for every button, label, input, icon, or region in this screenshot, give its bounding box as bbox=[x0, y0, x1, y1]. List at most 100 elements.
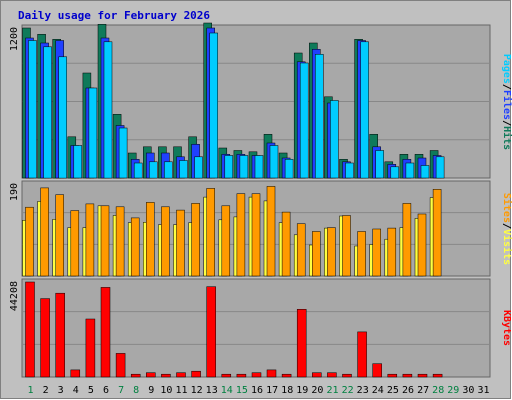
bar-kbytes-day-16 bbox=[251, 372, 262, 378]
bar-visits-day-17 bbox=[266, 186, 276, 277]
bar-kbytes-day-17 bbox=[266, 369, 277, 378]
legend-entry: / bbox=[501, 84, 512, 90]
legend: Sites/Visits bbox=[501, 193, 512, 265]
x-tick-label-day-26: 26 bbox=[402, 385, 414, 396]
legend: KBytes bbox=[501, 310, 512, 346]
bar-visits-day-3 bbox=[55, 194, 64, 277]
bar-visits-day-25 bbox=[387, 227, 397, 277]
x-tick-label-day-15: 15 bbox=[236, 385, 248, 396]
x-tick-label-day-2: 2 bbox=[43, 385, 49, 396]
bar-kbytes-day-26 bbox=[402, 373, 413, 378]
legend-entry: Pages bbox=[501, 54, 512, 84]
bar-pages-day-10 bbox=[164, 161, 173, 179]
bar-visits-day-15 bbox=[236, 193, 246, 277]
bar-pages-day-20 bbox=[315, 54, 324, 179]
legend-entry: / bbox=[501, 223, 512, 229]
bar-kbytes-day-7 bbox=[115, 353, 126, 378]
bar-pages-day-17 bbox=[269, 145, 279, 179]
bar-visits-day-5 bbox=[85, 203, 95, 277]
bar-kbytes-day-6 bbox=[100, 287, 111, 378]
bar-visits-day-4 bbox=[70, 210, 80, 277]
bar-visits-day-13 bbox=[206, 188, 215, 277]
bar-pages-day-9 bbox=[149, 161, 158, 179]
chart-title: Daily usage for February 2026 bbox=[18, 9, 210, 22]
bar-kbytes-day-8 bbox=[130, 373, 141, 378]
bar-visits-day-6 bbox=[100, 205, 110, 277]
y-max-label: 190 bbox=[9, 183, 20, 201]
x-tick-label-day-24: 24 bbox=[372, 385, 384, 396]
bar-kbytes-day-1 bbox=[25, 281, 35, 378]
bar-pages-day-15 bbox=[239, 155, 249, 179]
panel-visits-sites: 190 Sites/Visits bbox=[9, 180, 512, 277]
bar-pages-day-7 bbox=[118, 127, 128, 179]
x-tick-label-day-18: 18 bbox=[281, 385, 293, 396]
bar-pages-day-8 bbox=[133, 162, 143, 179]
bar-visits-day-11 bbox=[176, 209, 185, 277]
bar-visits-day-23 bbox=[357, 231, 366, 277]
bar-pages-day-14 bbox=[224, 155, 234, 179]
bar-visits-day-14 bbox=[221, 205, 231, 277]
bar-pages-day-1 bbox=[28, 40, 37, 179]
x-tick-label-day-5: 5 bbox=[88, 385, 94, 396]
x-tick-label-day-22: 22 bbox=[342, 385, 354, 396]
bar-pages-day-11 bbox=[179, 160, 188, 179]
x-tick-label-day-6: 6 bbox=[103, 385, 109, 396]
legend-entry: Sites bbox=[501, 193, 512, 223]
bar-kbytes-day-23 bbox=[357, 331, 367, 378]
legend-entry: Hits bbox=[501, 126, 512, 150]
bar-kbytes-day-10 bbox=[161, 373, 171, 378]
bar-visits-day-26 bbox=[402, 203, 412, 277]
legend-entry: Files bbox=[501, 90, 512, 120]
x-tick-label-day-31: 31 bbox=[477, 385, 489, 396]
x-tick-label-day-16: 16 bbox=[251, 385, 263, 396]
legend: Pages/Files/Hits bbox=[501, 54, 512, 150]
bar-pages-day-18 bbox=[284, 159, 294, 179]
y-max-label: 44208 bbox=[9, 281, 20, 311]
bar-visits-day-18 bbox=[281, 211, 291, 277]
x-tick-label-day-10: 10 bbox=[160, 385, 172, 396]
x-tick-label-day-19: 19 bbox=[296, 385, 308, 396]
bar-pages-day-22 bbox=[345, 162, 354, 179]
bar-kbytes-day-27 bbox=[417, 373, 428, 378]
x-tick-label-day-23: 23 bbox=[357, 385, 369, 396]
bar-pages-day-26 bbox=[405, 162, 415, 179]
x-tick-label-day-9: 9 bbox=[148, 385, 154, 396]
bar-pages-day-12 bbox=[194, 156, 203, 179]
bar-visits-day-20 bbox=[312, 231, 321, 277]
bar-pages-day-21 bbox=[330, 100, 339, 179]
legend-entry: / bbox=[501, 120, 512, 126]
bar-kbytes-day-2 bbox=[40, 298, 50, 378]
bar-pages-day-28 bbox=[435, 156, 445, 179]
x-tick-label-day-11: 11 bbox=[175, 385, 187, 396]
bar-kbytes-day-5 bbox=[85, 318, 96, 378]
legend-entry: Visits bbox=[501, 229, 512, 265]
bar-visits-day-2 bbox=[40, 187, 49, 277]
bar-visits-day-8 bbox=[130, 217, 140, 277]
bar-kbytes-day-22 bbox=[342, 373, 352, 378]
bar-visits-day-24 bbox=[372, 228, 381, 277]
legend-entry: KBytes bbox=[501, 310, 512, 346]
bar-visits-day-16 bbox=[251, 193, 261, 277]
bar-pages-day-5 bbox=[88, 87, 98, 179]
x-axis-day-labels: 1 2 3 4 5 6 7 8 9 10 11 12 13 14 15 16 17 18 19 20 21 22 23 24 2… bbox=[27, 385, 489, 396]
x-tick-label-day-12: 12 bbox=[191, 385, 203, 396]
bar-visits-day-10 bbox=[161, 206, 170, 277]
bar-visits-day-9 bbox=[146, 202, 155, 277]
bar-visits-day-22 bbox=[342, 215, 351, 277]
bar-visits-day-27 bbox=[417, 213, 427, 277]
bar-kbytes-day-9 bbox=[146, 372, 156, 378]
bar-kbytes-day-11 bbox=[176, 372, 186, 378]
x-tick-label-day-1: 1 bbox=[27, 385, 33, 396]
x-tick-label-day-17: 17 bbox=[266, 385, 278, 396]
x-tick-label-day-30: 30 bbox=[462, 385, 474, 396]
bar-pages-day-16 bbox=[254, 155, 264, 179]
bar-kbytes-day-4 bbox=[70, 369, 81, 378]
bar-kbytes-day-15 bbox=[236, 373, 247, 378]
x-tick-label-day-7: 7 bbox=[118, 385, 124, 396]
panel-kbytes: 44208 KBytes bbox=[9, 278, 512, 378]
bar-kbytes-day-18 bbox=[281, 373, 292, 378]
bar-kbytes-day-14 bbox=[221, 373, 232, 378]
bar-kbytes-day-25 bbox=[387, 373, 398, 378]
